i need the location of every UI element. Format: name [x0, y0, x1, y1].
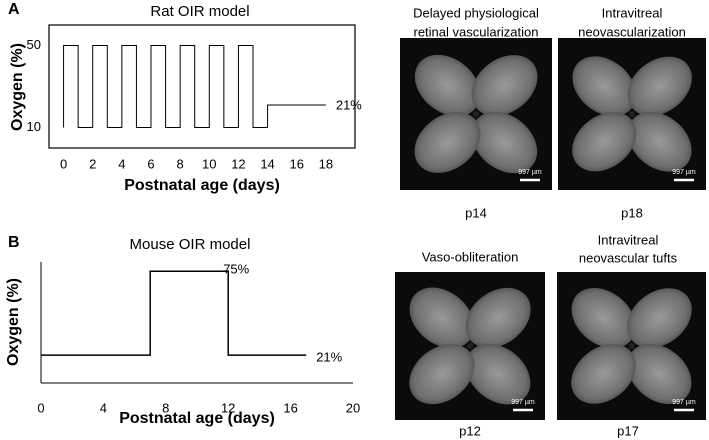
annotation: 21% — [316, 350, 342, 365]
optic-disc — [467, 343, 473, 349]
x-tick-label: 2 — [89, 156, 96, 171]
x-tick-label: 0 — [37, 400, 44, 415]
image-age: p18 — [621, 205, 643, 220]
x-tick-label: 4 — [100, 400, 107, 415]
image-title: Intravitreal — [598, 232, 659, 247]
y-axis-label: Oxygen (%) — [5, 278, 22, 366]
retina-petal — [627, 56, 692, 116]
x-tick-label: 0 — [60, 156, 67, 171]
x-axis-label: Postnatal age (days) — [119, 410, 275, 427]
retina-petal — [471, 111, 538, 174]
x-tick-label: 12 — [221, 400, 235, 415]
panel-letter: A — [8, 1, 20, 18]
x-tick-label: 20 — [346, 400, 360, 415]
image-title: Intravitreal — [602, 5, 663, 20]
retina-petal — [572, 112, 637, 172]
micrograph: 997 µm — [395, 272, 545, 420]
x-tick-label: 14 — [260, 156, 274, 171]
y-axis-label: Oxygen (%) — [9, 43, 26, 131]
retina-petal — [572, 56, 637, 117]
retina-petal — [414, 112, 481, 173]
scale-label: 997 µm — [518, 169, 542, 176]
image-age: p14 — [465, 205, 487, 220]
plot-frame — [48, 24, 356, 149]
image-age: p17 — [617, 423, 639, 438]
x-tick-label: 8 — [177, 156, 184, 171]
image-title: Vaso-obliteration — [422, 249, 519, 264]
panel-letter: B — [8, 234, 20, 251]
optic-disc — [628, 343, 635, 349]
x-tick-label: 16 — [289, 156, 303, 171]
retina-petal — [627, 111, 692, 172]
optic-disc — [473, 111, 479, 117]
image-age: p12 — [459, 423, 481, 438]
retina-petal — [414, 54, 481, 117]
x-tick-label: 18 — [319, 156, 333, 171]
scale-label: 997 µm — [511, 399, 535, 406]
chart-title: Rat OIR model — [150, 3, 249, 20]
retina-petal — [409, 287, 475, 349]
retina-petal — [471, 55, 538, 116]
retina-petal — [627, 288, 692, 348]
oxygen-line — [41, 270, 307, 356]
x-tick-label: 6 — [147, 156, 154, 171]
oxygen-line — [63, 45, 326, 128]
annotation: 75% — [223, 262, 249, 277]
x-tick-label: 8 — [162, 400, 169, 415]
image-title: neovascularization — [578, 24, 686, 39]
y-tick-label: 10 — [27, 119, 41, 134]
scale-label: 997 µm — [672, 169, 696, 176]
retina-petal — [409, 344, 475, 405]
retina-petal — [627, 343, 692, 405]
micrograph: 997 µm — [557, 272, 706, 420]
x-tick-label: 4 — [118, 156, 125, 171]
retina-petal — [465, 343, 531, 405]
retina-petal — [465, 287, 531, 348]
x-tick-label: 10 — [202, 156, 216, 171]
annotation: 21% — [336, 97, 362, 112]
image-title: neovascular tufts — [579, 250, 678, 265]
chart-title: Mouse OIR model — [130, 236, 251, 253]
retina-petal — [571, 344, 636, 404]
optic-disc — [629, 111, 635, 117]
image-title: Delayed physiological — [413, 5, 539, 20]
x-axis-label: Postnatal age (days) — [124, 177, 280, 194]
micrograph: 997 µm — [558, 38, 706, 190]
image-title: retinal vascularization — [413, 24, 538, 39]
x-tick-label: 16 — [283, 400, 297, 415]
y-tick-label: 50 — [27, 37, 41, 52]
micrograph: 997 µm — [400, 38, 552, 190]
scale-label: 997 µm — [672, 399, 696, 406]
x-tick-label: 12 — [231, 156, 245, 171]
retina-petal — [571, 287, 636, 349]
